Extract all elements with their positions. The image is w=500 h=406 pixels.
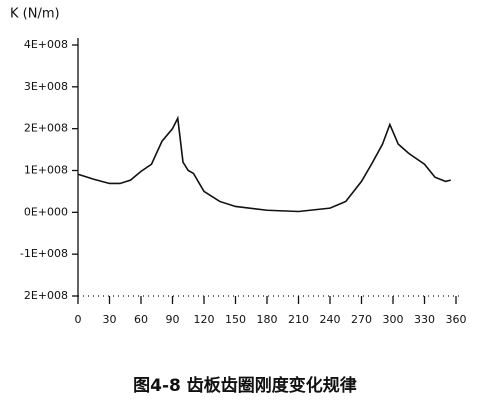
y-tick-label: 3E+008 xyxy=(24,80,68,93)
x-tick-label: 300 xyxy=(383,313,404,326)
x-tick-label: 330 xyxy=(414,313,435,326)
y-tick-label: 0E+000 xyxy=(24,205,68,218)
data-line xyxy=(77,115,451,213)
y-axis-label: K (N/m) xyxy=(10,7,60,22)
x-tick-label: 360 xyxy=(446,313,467,326)
x-tick-label: 60 xyxy=(134,313,148,326)
y-tick-label: 2E+008 xyxy=(24,122,68,135)
x-tick-label: 0 xyxy=(75,313,82,326)
y-tick-label: 2E+008 xyxy=(24,289,68,302)
x-tick-label: 30 xyxy=(103,313,117,326)
x-tick-label: 120 xyxy=(194,313,215,326)
x-tick-label: 210 xyxy=(288,313,309,326)
x-tick-label: 240 xyxy=(320,313,341,326)
x-tick-label: 180 xyxy=(257,313,278,326)
x-tick-label: 270 xyxy=(351,313,372,326)
y-tick-label: 1E+008 xyxy=(24,164,68,177)
y-tick-label: 4E+008 xyxy=(24,38,68,51)
caption: 图4-8 齿板齿圈刚度变化规律 xyxy=(133,375,357,396)
y-tick-label: -1E+008 xyxy=(20,247,68,260)
x-tick-label: 90 xyxy=(166,313,180,326)
x-tick-label: 150 xyxy=(225,313,246,326)
